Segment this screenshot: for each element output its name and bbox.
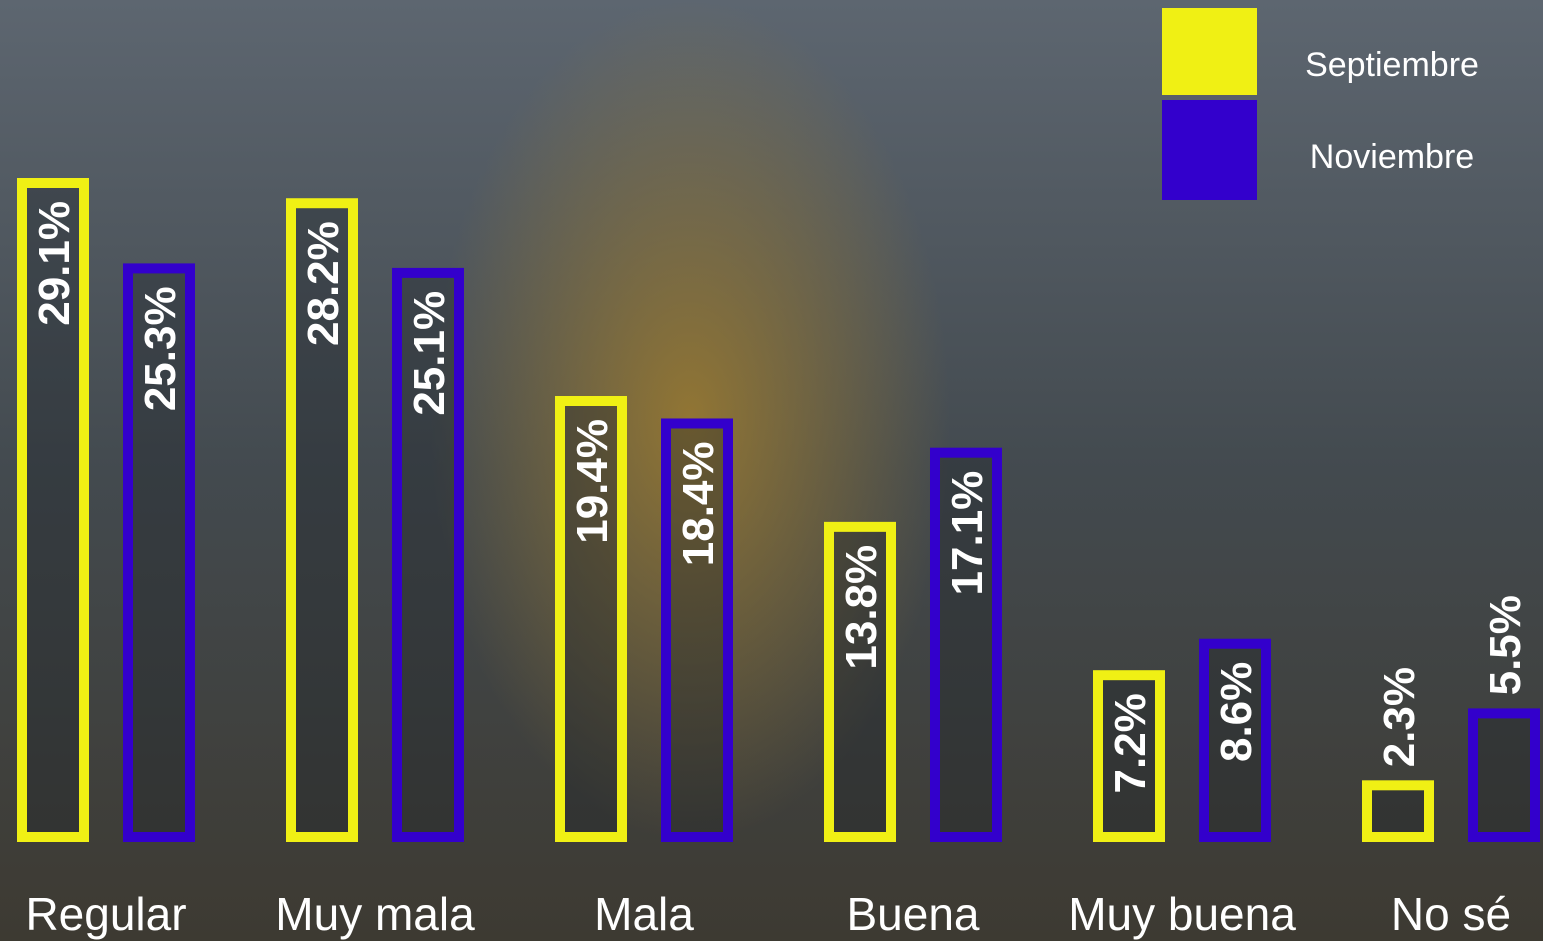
x-tick-label: Mala — [594, 888, 694, 940]
legend-swatch — [1162, 8, 1257, 95]
bar — [1093, 670, 1165, 842]
data-label: 7.2% — [1106, 693, 1155, 793]
x-tick-label: Muy buena — [1068, 888, 1296, 940]
x-tick-label: No sé — [1391, 888, 1511, 940]
data-label: 19.4% — [568, 419, 617, 544]
legend-label: Noviembre — [1310, 138, 1474, 176]
bar — [661, 418, 733, 842]
bar — [1468, 708, 1540, 842]
bar — [392, 267, 464, 842]
data-label: 29.1% — [30, 201, 79, 326]
bar — [824, 521, 896, 842]
x-tick-label: Regular — [25, 888, 186, 940]
bar — [930, 447, 1002, 842]
data-label: 18.4% — [674, 441, 723, 566]
data-label: 25.3% — [136, 286, 185, 411]
data-label: 13.8% — [837, 545, 886, 670]
data-label: 5.5% — [1481, 595, 1530, 695]
data-label: 2.3% — [1375, 667, 1424, 767]
data-label: 25.1% — [405, 291, 454, 416]
bar — [1199, 638, 1271, 843]
bar — [1362, 780, 1434, 842]
data-label: 8.6% — [1212, 662, 1261, 762]
data-label: 28.2% — [299, 221, 348, 346]
legend-label: Septiembre — [1305, 46, 1479, 84]
data-label: 17.1% — [943, 471, 992, 596]
bar — [123, 263, 195, 843]
x-tick-label: Muy mala — [275, 888, 475, 940]
bar — [555, 396, 627, 842]
bar — [17, 178, 89, 842]
legend-swatch — [1162, 100, 1257, 200]
bar — [286, 198, 358, 842]
x-tick-label: Buena — [846, 888, 979, 940]
